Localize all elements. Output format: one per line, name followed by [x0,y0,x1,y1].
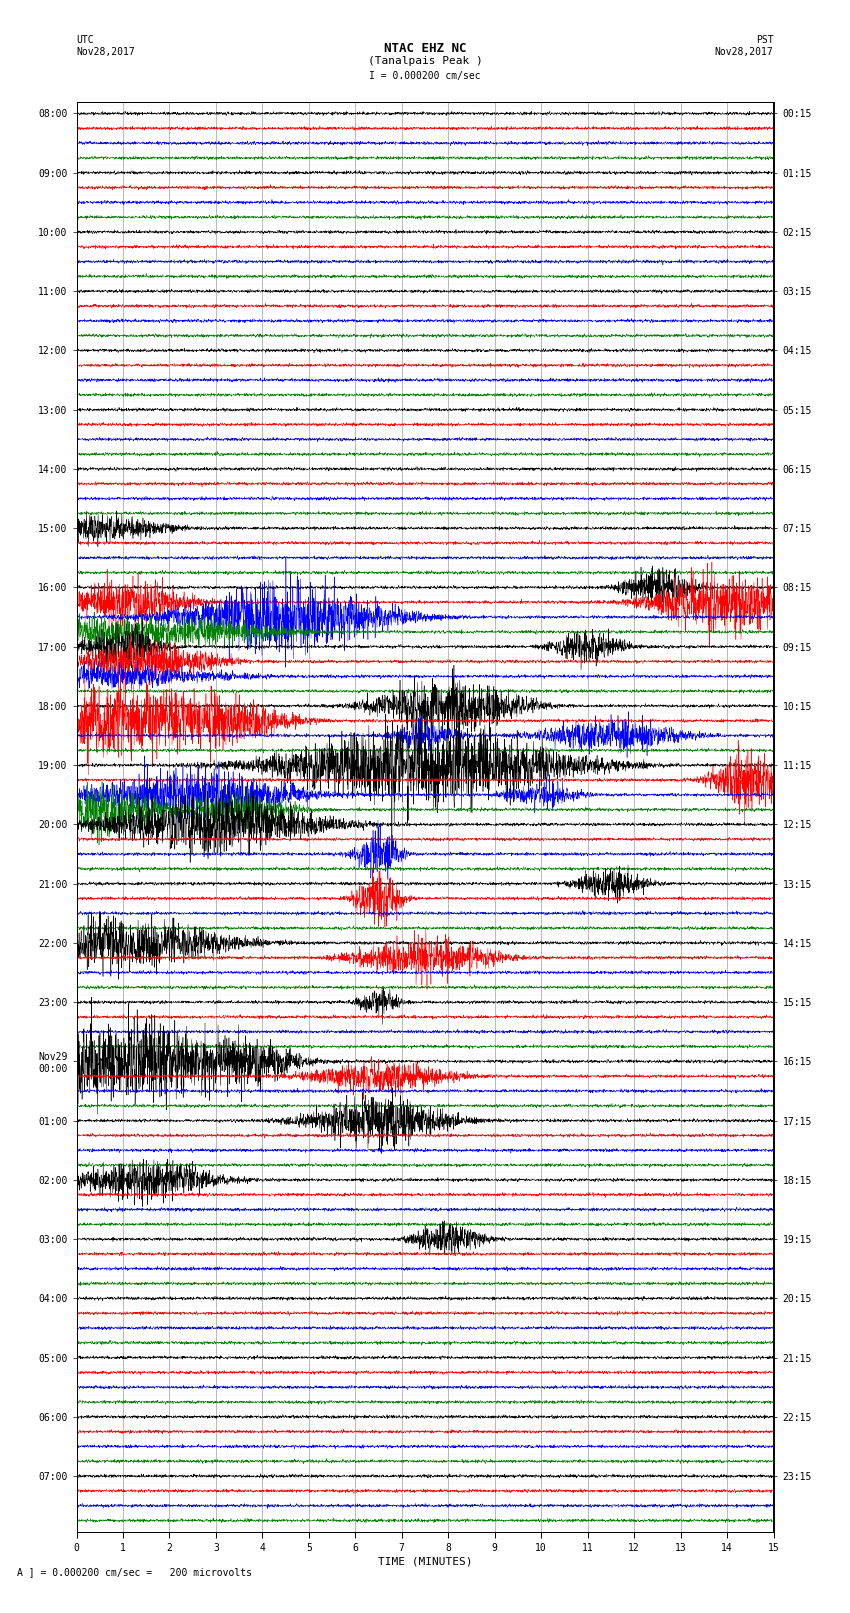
X-axis label: TIME (MINUTES): TIME (MINUTES) [377,1557,473,1566]
Text: PST: PST [756,35,774,45]
Text: I = 0.000200 cm/sec: I = 0.000200 cm/sec [369,71,481,81]
Text: Nov28,2017: Nov28,2017 [76,47,135,56]
Text: Nov28,2017: Nov28,2017 [715,47,774,56]
Text: UTC: UTC [76,35,94,45]
Text: (Tanalpais Peak ): (Tanalpais Peak ) [367,56,483,66]
Text: NTAC EHZ NC: NTAC EHZ NC [383,42,467,55]
Text: A ] = 0.000200 cm/sec =   200 microvolts: A ] = 0.000200 cm/sec = 200 microvolts [17,1568,252,1578]
